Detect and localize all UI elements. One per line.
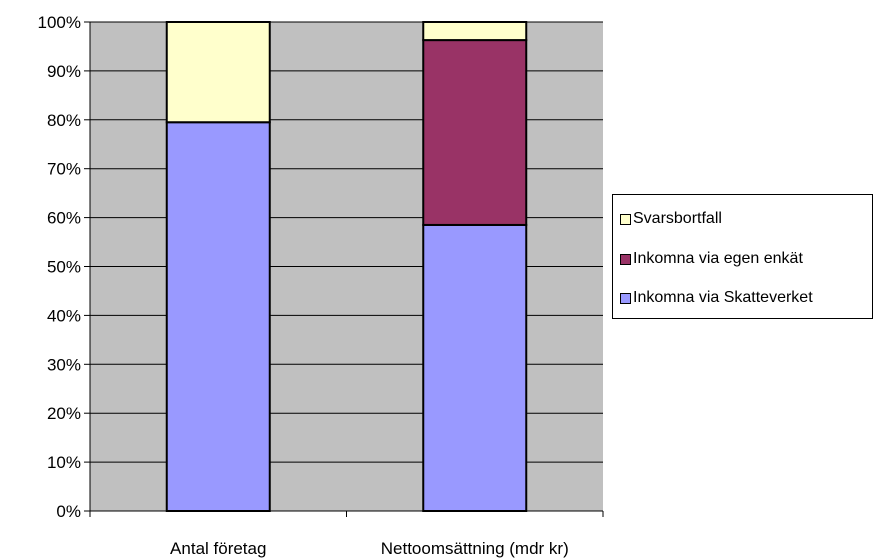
category-label: Nettoomsättning (mdr kr) [381, 539, 569, 558]
legend-item-skatteverket: Inkomna via Skatteverket [620, 289, 813, 307]
y-tick-label: 90% [47, 62, 81, 81]
bar-segment [422, 223, 528, 512]
bar-segment [165, 21, 271, 124]
category-label: Antal företag [170, 539, 266, 558]
axes [84, 21, 604, 517]
bar-segment [165, 121, 271, 513]
legend-swatch-skatteverket [620, 292, 631, 304]
bars [165, 21, 528, 513]
y-tick-label: 40% [47, 306, 81, 325]
y-tick-label: 50% [47, 258, 81, 277]
y-tick-label: 0% [56, 502, 81, 521]
y-tick-label: 80% [47, 111, 81, 130]
y-tick-label: 20% [47, 404, 81, 423]
y-tick-label: 60% [47, 209, 81, 228]
legend-label: Inkomna via Skatteverket [633, 289, 813, 306]
legend-swatch-svarsbortfall [620, 213, 631, 225]
category-labels: Antal företag Nettoomsättning (mdr kr) [170, 539, 569, 558]
legend-item-egen-enkat: Inkomna via egen enkät [620, 250, 803, 268]
y-tick-label: 100% [38, 13, 81, 32]
legend-item-svarsbortfall: Svarsbortfall [620, 210, 722, 228]
legend-label: Inkomna via egen enkät [633, 250, 803, 267]
y-tick-labels: 0% 10% 20% 30% 40% 50% 60% 70% 80% 90% 100% [38, 13, 81, 521]
y-tick-label: 10% [47, 453, 81, 472]
bar-segment [422, 21, 528, 42]
legend: Svarsbortfall Inkomna via egen enkät Ink… [612, 194, 873, 319]
legend-swatch-egen-enkat [620, 253, 631, 265]
y-tick-label: 30% [47, 355, 81, 374]
bar-segment [422, 39, 528, 226]
y-tick-label: 70% [47, 160, 81, 179]
legend-label: Svarsbortfall [633, 210, 722, 227]
